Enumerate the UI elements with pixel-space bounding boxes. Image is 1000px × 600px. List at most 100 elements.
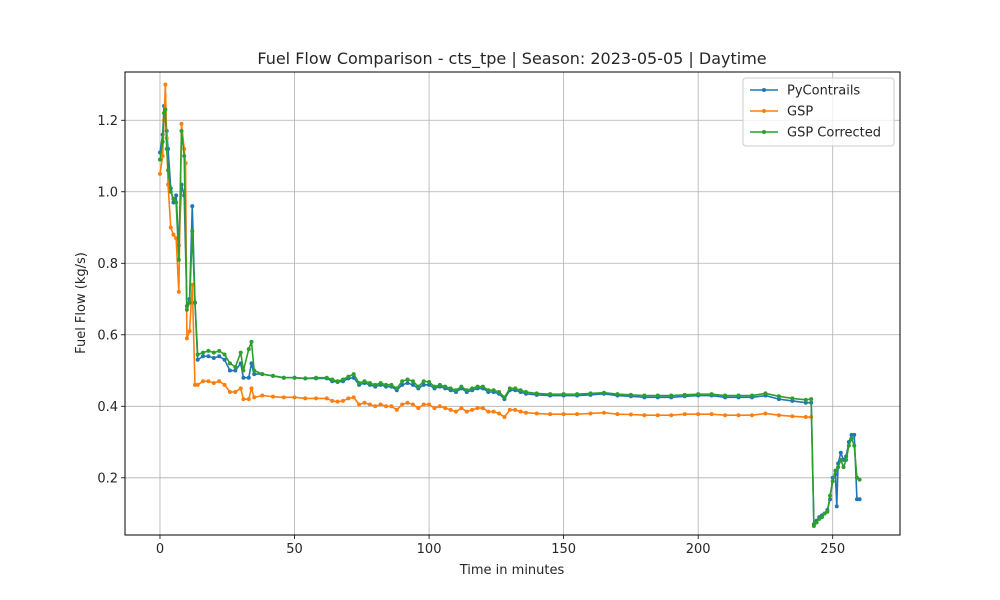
data-point-gsp (628, 412, 633, 417)
data-point-gsp-corrected (314, 375, 319, 380)
data-point-pycontrails (834, 504, 839, 509)
data-point-gsp-corrected (825, 509, 830, 514)
y-tick-label: 0.2 (97, 471, 118, 486)
plot-frame (124, 71, 901, 536)
data-point-gsp-corrected (486, 388, 491, 393)
series-gsp (157, 82, 814, 420)
data-point-gsp-corrected (443, 384, 448, 389)
data-point-gsp-corrected (518, 388, 523, 393)
data-point-gsp (518, 409, 523, 414)
data-point-gsp (480, 406, 485, 411)
data-point-gsp (314, 396, 319, 401)
data-point-pycontrails (222, 357, 227, 362)
data-point-gsp (400, 402, 405, 407)
legend-marker-pycontrails (762, 88, 766, 92)
data-point-gsp (330, 398, 335, 403)
data-point-gsp-corrected (362, 379, 367, 384)
data-point-gsp (750, 413, 754, 418)
data-point-gsp-corrected (642, 393, 647, 398)
data-point-gsp-corrected (416, 384, 421, 389)
data-point-gsp-corrected (852, 443, 857, 448)
data-point-gsp (176, 289, 181, 294)
data-point-pycontrails (233, 368, 238, 373)
legend-box (742, 77, 895, 147)
data-point-gsp (470, 407, 475, 412)
data-point-gsp-corrected (201, 350, 206, 355)
data-point-gsp (184, 336, 189, 341)
data-point-gsp-corrected (246, 347, 251, 352)
data-point-gsp-corrected (811, 524, 816, 529)
data-point-gsp-corrected (357, 381, 362, 386)
data-point-gsp-corrected (523, 389, 528, 394)
data-point-pycontrails (857, 497, 862, 502)
data-point-gsp (642, 413, 647, 418)
data-point-gsp (222, 382, 227, 387)
data-point-gsp (252, 395, 257, 400)
x-tick-label: 200 (686, 542, 711, 557)
data-point-gsp-corrected (723, 393, 728, 398)
data-point-gsp-corrected (166, 168, 171, 173)
data-point-gsp (443, 406, 448, 411)
data-point-gsp-corrected (427, 379, 432, 384)
data-point-pycontrails (249, 361, 254, 366)
legend-label-gsp: GSP (787, 105, 813, 120)
data-point-gsp (351, 395, 356, 400)
data-point-gsp-corrected (164, 146, 169, 151)
data-point-gsp (389, 404, 394, 409)
data-point-gsp-corrected (389, 382, 394, 387)
data-point-gsp-corrected (846, 443, 851, 448)
data-point-gsp-corrected (453, 388, 458, 393)
data-point-gsp-corrected (838, 457, 843, 462)
data-point-gsp-corrected (803, 397, 808, 402)
data-point-gsp (168, 225, 173, 230)
data-point-pycontrails (201, 354, 206, 359)
data-point-gsp-corrected (575, 392, 580, 397)
data-point-gsp (281, 395, 286, 400)
data-point-gsp-corrected (187, 300, 192, 305)
data-point-gsp-corrected (171, 196, 176, 201)
data-point-gsp (394, 407, 399, 412)
data-point-gsp (421, 402, 426, 407)
data-point-gsp-corrected (833, 468, 838, 473)
data-point-gsp-corrected (160, 139, 165, 144)
legend-label-gsp-corrected: GSP Corrected (787, 126, 881, 141)
data-point-gsp (486, 409, 491, 414)
data-point-gsp-corrected (174, 200, 179, 205)
data-point-gsp-corrected (776, 394, 781, 399)
data-point-gsp-corrected (324, 375, 329, 380)
data-point-gsp-corrected (534, 391, 539, 396)
data-point-gsp-corrected (655, 393, 660, 398)
data-point-gsp-corrected (836, 465, 841, 470)
data-point-gsp (736, 413, 741, 418)
data-point-gsp-corrected (819, 515, 824, 520)
data-point-gsp-corrected (830, 479, 835, 484)
data-point-gsp (195, 382, 200, 387)
data-point-gsp-corrected (809, 397, 814, 402)
data-point-gsp (803, 415, 808, 420)
data-point-pycontrails (217, 354, 222, 359)
data-point-gsp (238, 386, 243, 391)
data-point-gsp (696, 412, 701, 417)
data-point-gsp-corrected (709, 392, 714, 397)
data-point-pycontrails (190, 204, 195, 209)
x-axis-label: Time in minutes (459, 563, 565, 578)
data-point-gsp-corrected (763, 391, 768, 396)
data-point-gsp-corrected (588, 391, 593, 396)
data-point-pycontrails (227, 368, 232, 373)
data-point-pycontrails (852, 432, 857, 437)
data-point-pycontrails (174, 193, 179, 198)
x-tick-label: 0 (156, 542, 164, 557)
data-point-gsp (292, 395, 297, 400)
data-point-pycontrails (211, 356, 216, 361)
data-point-gsp-corrected (241, 368, 246, 373)
data-point-gsp (437, 404, 442, 409)
data-point-pycontrails (421, 382, 426, 387)
data-point-gsp (249, 386, 254, 391)
data-point-gsp-corrected (340, 377, 345, 382)
data-point-pycontrails (410, 382, 415, 387)
data-point-gsp-corrected (238, 350, 243, 355)
data-point-gsp-corrected (497, 389, 502, 394)
series-line-gsp (159, 83, 812, 418)
y-tick-label: 1.0 (97, 185, 118, 200)
